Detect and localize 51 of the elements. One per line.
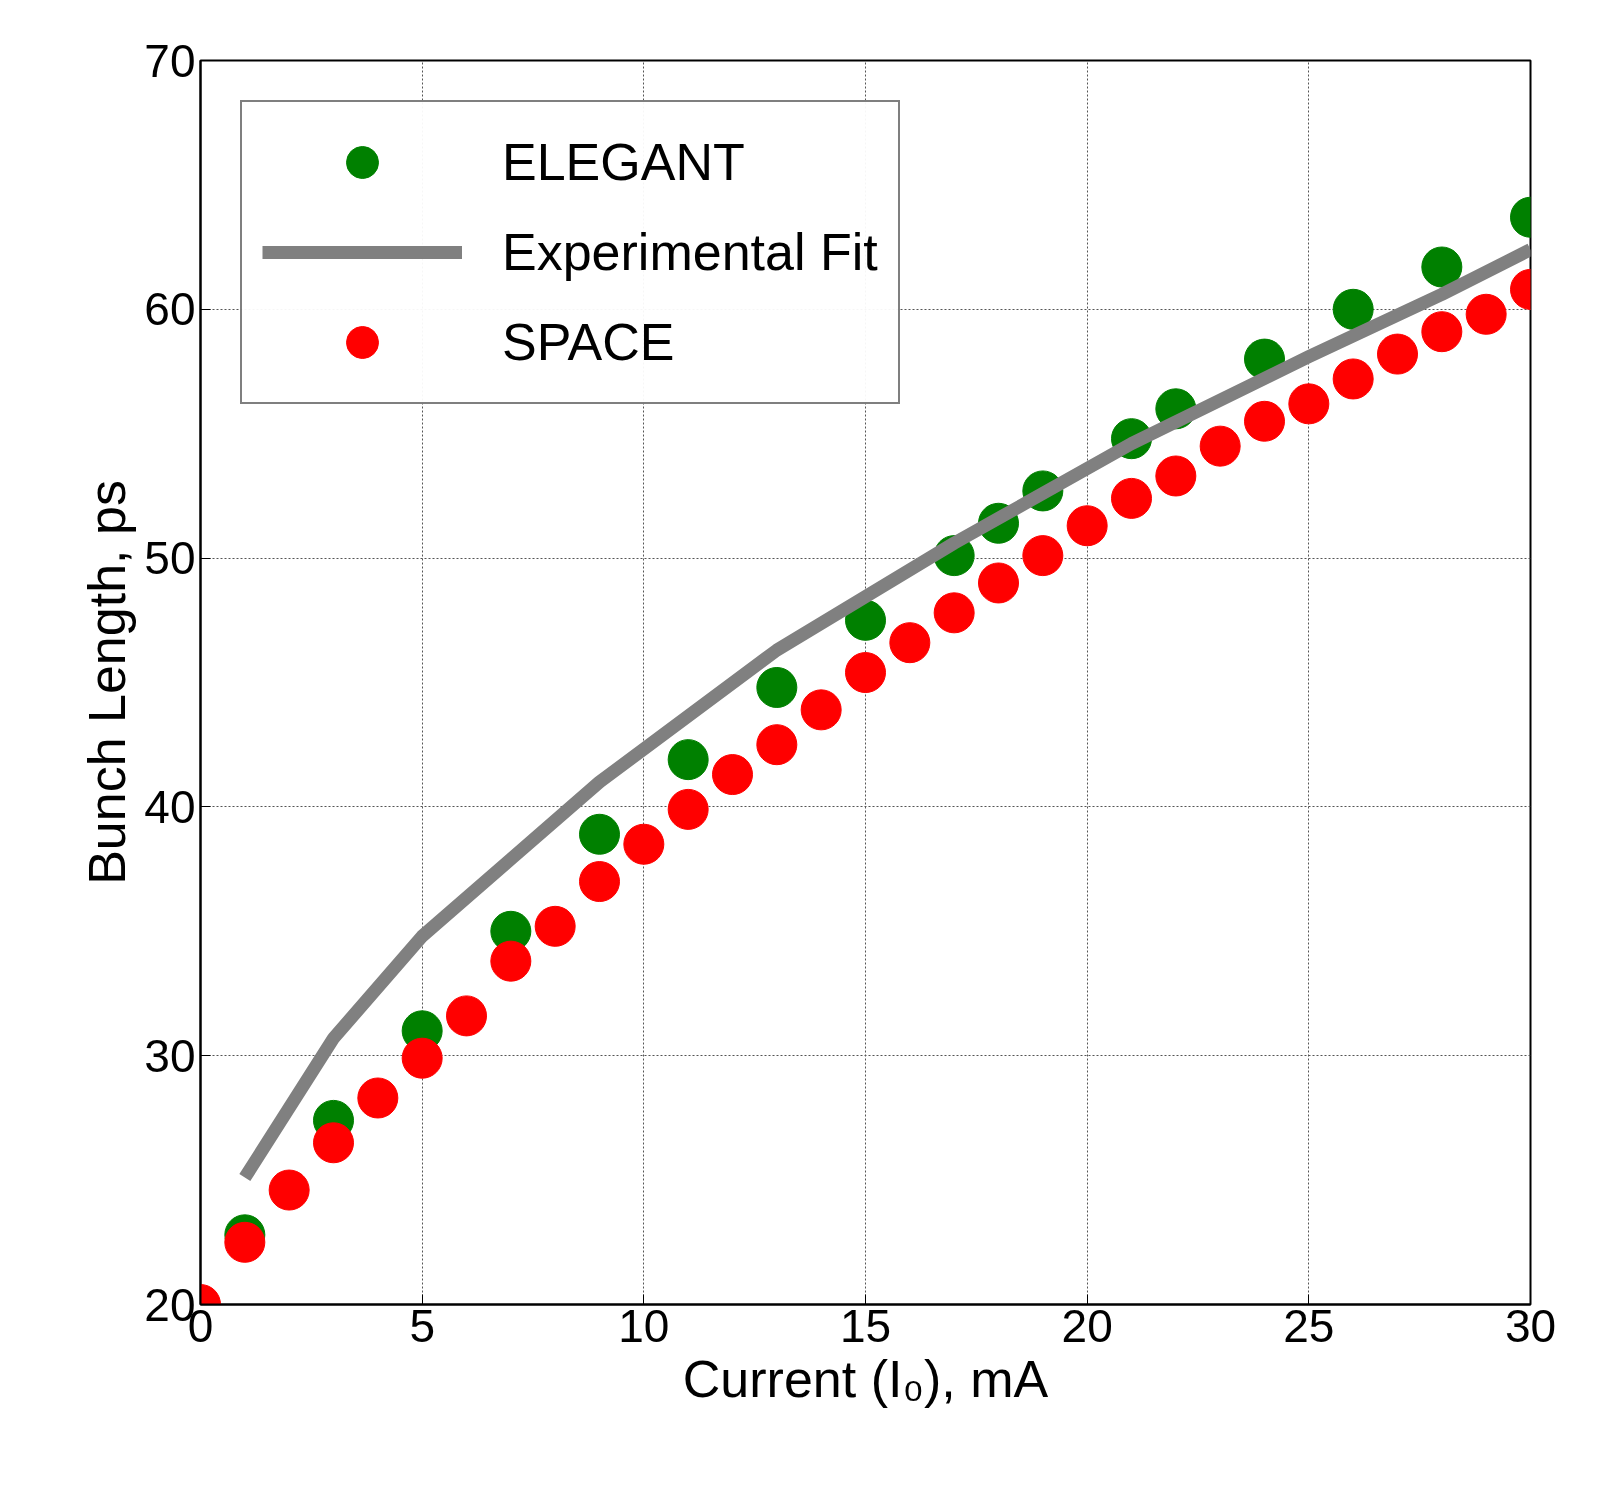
x-tick-label: 5 [409, 1299, 435, 1352]
point [845, 652, 886, 694]
point [623, 823, 665, 865]
point [845, 599, 886, 641]
point [1465, 293, 1507, 335]
legend-label: SPACE [502, 312, 675, 372]
point [490, 940, 532, 982]
point [268, 1169, 310, 1211]
point [1022, 535, 1064, 577]
point [446, 995, 487, 1037]
y-tick-label: 60 [144, 283, 196, 336]
point [357, 1077, 399, 1119]
point [1111, 477, 1152, 519]
point [579, 813, 620, 855]
x-tick-label: 25 [1283, 1299, 1335, 1352]
point [667, 739, 709, 781]
x-tick-label: 15 [839, 1299, 892, 1352]
point [712, 754, 753, 796]
point [534, 905, 576, 947]
point [1332, 358, 1374, 400]
point [933, 592, 975, 634]
point [224, 1221, 266, 1263]
point [1332, 288, 1374, 330]
y-axis-title: Bunch Length, ps [78, 480, 137, 885]
point [756, 667, 798, 708]
point [889, 622, 931, 664]
point [1421, 246, 1463, 288]
point [1066, 505, 1108, 547]
point [1377, 333, 1418, 375]
point [401, 1037, 443, 1079]
point [800, 689, 842, 731]
y-tick-label: 40 [144, 780, 196, 833]
point [978, 562, 1019, 604]
legend-label: Experimental Fit [502, 222, 878, 282]
y-tick-label: 50 [144, 532, 196, 585]
point [1288, 383, 1330, 425]
y-tick-label: 30 [144, 1029, 196, 1082]
x-tick-label: 10 [618, 1299, 670, 1352]
y-tick-label: 70 [144, 34, 196, 87]
point [1244, 400, 1285, 442]
point [667, 788, 709, 830]
point [756, 724, 798, 766]
point [1155, 455, 1197, 497]
legend-label: ELEGANT [502, 132, 745, 192]
point [313, 1122, 354, 1164]
point [1421, 311, 1463, 353]
x-axis-title: Current (I₀), mA [682, 1349, 1049, 1408]
x-tick-label: 30 [1504, 1299, 1557, 1352]
point [579, 861, 620, 902]
point [1199, 425, 1241, 467]
x-tick-label: 20 [1061, 1299, 1113, 1352]
